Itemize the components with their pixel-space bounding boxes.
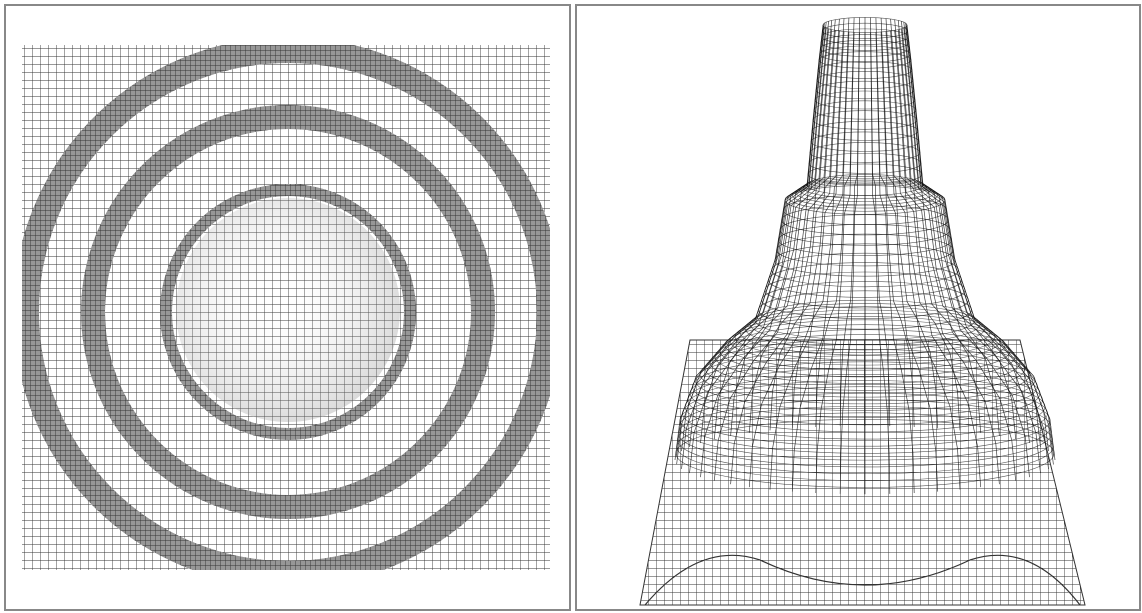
parallel [822, 17, 908, 33]
parallel [692, 355, 1038, 419]
parallel [699, 344, 1031, 405]
parallel [682, 380, 1048, 447]
parallel [816, 71, 914, 89]
parallel [687, 367, 1043, 433]
parallel [774, 243, 956, 277]
parallel [818, 51, 912, 69]
parallel [739, 309, 991, 356]
parallel [758, 290, 972, 330]
parallel [803, 176, 927, 199]
ring-shade [81, 105, 495, 519]
parallel [678, 392, 1052, 461]
parallel [814, 90, 916, 110]
parallel [809, 142, 921, 163]
parallel [714, 329, 1016, 384]
parallel [810, 131, 920, 152]
top-view-mesh [22, 45, 550, 570]
parallel [744, 306, 986, 351]
parallel [821, 28, 909, 45]
parallel [704, 339, 1026, 398]
parallel [781, 204, 949, 236]
parallel [749, 303, 981, 346]
parallel [819, 45, 911, 63]
parallel [788, 183, 942, 212]
base-arc [644, 554, 1081, 606]
ring-shade [22, 45, 550, 570]
parallel [808, 152, 922, 174]
ring [160, 184, 416, 440]
parallel [679, 386, 1051, 454]
parallel [820, 39, 910, 57]
parallel [761, 281, 969, 319]
parallel [812, 110, 918, 130]
parallel [776, 233, 954, 267]
parallel [677, 405, 1053, 475]
parallel [815, 80, 915, 100]
parallel [719, 324, 1011, 378]
parallel [779, 214, 951, 246]
parallel [678, 399, 1052, 468]
parallel [689, 361, 1041, 426]
ring-shade [160, 184, 416, 440]
parallel [676, 412, 1054, 481]
parallel [778, 224, 952, 256]
parallel [817, 61, 913, 79]
parallel [811, 120, 919, 141]
parallel [813, 100, 917, 120]
parallel [734, 312, 996, 361]
parallel [764, 271, 966, 309]
parallel [799, 177, 931, 203]
ring [22, 45, 550, 570]
perspective-mesh [639, 17, 1086, 606]
parallel [709, 334, 1021, 391]
parallel [694, 349, 1036, 411]
parallel [822, 22, 908, 39]
parallel [771, 252, 959, 288]
parallel [820, 34, 910, 51]
center-shade [176, 198, 400, 422]
parallel [675, 418, 1055, 488]
parallel [792, 181, 938, 209]
parallel [724, 319, 1006, 371]
parallel [684, 373, 1046, 440]
ring [81, 105, 495, 519]
parallel [807, 163, 923, 185]
parallel [768, 262, 962, 298]
